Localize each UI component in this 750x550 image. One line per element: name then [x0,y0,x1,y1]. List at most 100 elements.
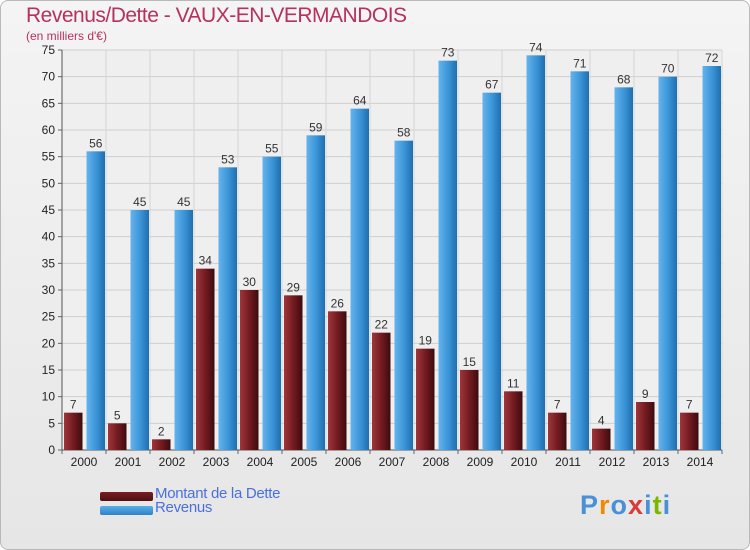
logo-letter: i [644,490,653,520]
y-tick-label: 30 [42,283,56,297]
y-tick-label: 40 [42,230,56,244]
x-tick-label-2006: 2006 [335,455,362,469]
label-dette-2003: 34 [199,254,213,268]
bar-revenus-2014 [702,66,721,450]
label-dette-2009: 15 [463,355,477,369]
bar-dette-2010 [504,391,523,450]
bar-dette-2002 [152,439,171,450]
logo-letter: r [599,490,611,520]
bar-revenus-2012 [614,87,633,450]
y-tick-label: 60 [42,123,56,137]
label-dette-2004: 30 [243,275,257,289]
y-tick-label: 15 [42,363,56,377]
bar-revenus-2010 [526,55,545,450]
y-tick-label: 35 [42,256,56,270]
label-revenus-2002: 45 [177,195,191,209]
label-revenus-2005: 59 [309,120,323,134]
y-tick-label: 65 [42,96,56,110]
y-tick-label: 5 [48,416,55,430]
bar-dette-2006 [328,311,347,450]
y-tick-label: 10 [42,390,56,404]
label-dette-2006: 26 [331,296,345,310]
label-dette-2001: 5 [114,408,121,422]
label-revenus-2008: 73 [441,46,455,60]
bar-revenus-2004 [262,156,281,450]
labels: 0510152025303540455055606570757562000545… [42,40,719,469]
label-dette-2007: 22 [375,318,389,332]
x-tick-label-2009: 2009 [467,455,494,469]
label-revenus-2006: 64 [353,94,367,108]
legend-swatch-dette [100,492,153,501]
label-revenus-2003: 53 [221,152,235,166]
label-dette-2000: 7 [70,398,77,412]
logo-letter: P [580,490,600,520]
logo-letter: i [662,490,672,520]
bar-dette-2005 [284,295,303,450]
x-tick-label-2014: 2014 [687,455,714,469]
bar-dette-2004 [240,290,259,450]
logo-letter: x [628,490,645,520]
bar-dette-2008 [416,348,435,450]
bar-dette-2009 [460,370,479,450]
label-dette-2010: 11 [507,376,520,390]
label-revenus-2012: 68 [617,72,631,86]
legend-swatch-revenus [100,506,153,515]
x-tick-label-2000: 2000 [71,455,98,469]
logo-letter: t [652,490,663,520]
label-dette-2013: 9 [642,387,649,401]
y-tick-label: 25 [42,310,56,324]
x-tick-label-2002: 2002 [159,455,186,469]
bar-dette-2007 [372,332,391,450]
x-tick-label-2013: 2013 [643,455,670,469]
y-tick-label: 0 [48,443,55,457]
bar-dette-2011 [548,412,567,450]
proxiti-logo: Proxiti [580,490,671,521]
label-revenus-2011: 71 [573,56,587,70]
x-tick-label-2008: 2008 [423,455,450,469]
label-revenus-2000: 56 [89,136,103,150]
x-tick-label-2012: 2012 [599,455,626,469]
legend-label-dette: Montant de la Dette [155,485,281,502]
bars [64,55,721,451]
y-tick-label: 50 [42,176,56,190]
label-revenus-2009: 67 [485,78,499,92]
chart-subtitle: (en milliers d'€) [26,29,107,43]
bar-revenus-2007 [394,140,413,450]
x-tick-label-2010: 2010 [511,455,538,469]
bar-dette-2013 [636,402,655,450]
x-tick-label-2004: 2004 [247,455,274,469]
bar-revenus-2011 [570,71,589,450]
y-tick-label: 45 [42,203,56,217]
logo-letter: o [610,490,629,520]
label-revenus-2013: 70 [661,62,675,76]
y-tick-label: 55 [42,150,56,164]
label-dette-2002: 2 [158,424,165,438]
bar-dette-2014 [680,412,699,450]
bar-revenus-2009 [482,92,501,451]
label-revenus-2004: 55 [265,142,279,156]
bar-revenus-2001 [130,210,149,450]
chart-title: Revenus/Dette - VAUX-EN-VERMANDOIS [26,4,407,27]
bar-revenus-2003 [218,167,237,451]
x-tick-label-2001: 2001 [115,455,142,469]
bar-revenus-2000 [86,151,105,451]
label-dette-2014: 7 [686,398,693,412]
y-tick-label: 75 [42,43,56,57]
y-tick-label: 20 [42,336,56,350]
label-dette-2008: 19 [419,334,433,348]
label-dette-2011: 7 [554,398,561,412]
y-tick-label: 70 [42,70,56,84]
bar-revenus-2002 [174,210,193,450]
label-dette-2012: 4 [598,414,605,428]
x-tick-label-2003: 2003 [203,455,230,469]
grid [58,49,723,454]
label-dette-2005: 29 [287,280,301,294]
label-revenus-2001: 45 [133,195,147,209]
legend-label-revenus: Revenus [155,499,213,516]
label-revenus-2010: 74 [529,40,543,54]
bar-revenus-2005 [306,135,325,451]
bar-revenus-2006 [350,108,369,451]
bar-revenus-2013 [658,76,677,451]
label-revenus-2007: 58 [397,126,411,140]
